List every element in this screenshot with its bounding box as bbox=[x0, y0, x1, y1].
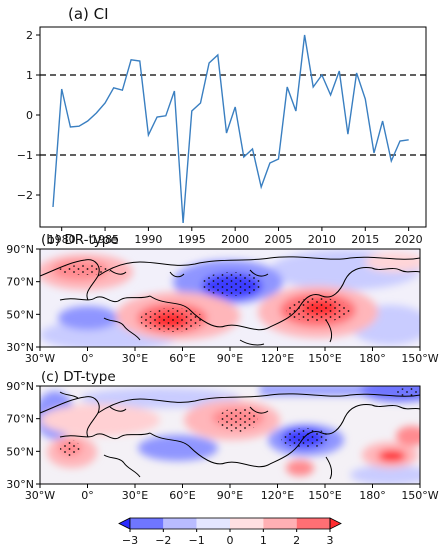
dt-type-lon-tick-label: 150°E bbox=[308, 489, 341, 502]
colorbar: −3 −2 −1 0 1 2 3 bbox=[118, 517, 342, 547]
dr-type-panel: (b) DR-type bbox=[6, 232, 439, 365]
dt-type-lon-tick-label: 150°W bbox=[401, 489, 438, 502]
ci-reference-lines bbox=[40, 74, 426, 156]
ci-x-tick-label: 2000 bbox=[221, 233, 249, 246]
dt-type-lon-tick-label: 0° bbox=[81, 489, 94, 502]
dt-type-lat-tick-label: 30°N bbox=[6, 478, 34, 491]
dt-type-lat-tick-label: 70°N bbox=[6, 413, 34, 426]
dr-type-lon-tick-label: 30°W bbox=[25, 352, 55, 365]
colorbar-tick-label: −3 bbox=[122, 534, 138, 547]
colorbar-segment bbox=[130, 518, 164, 529]
dr-type-lon-tick-label: 30°E bbox=[122, 352, 148, 365]
colorbar-high-extend bbox=[329, 517, 342, 530]
dr-type-map bbox=[40, 249, 420, 347]
dr-type-lon-tick-label: 180° bbox=[359, 352, 386, 365]
colorbar-segment bbox=[296, 518, 330, 529]
ci-y-tick-label: −1 bbox=[17, 149, 33, 162]
dt-type-lon-tick-label: 60°E bbox=[169, 489, 195, 502]
dt-type-lat-tick-label: 90°N bbox=[6, 380, 34, 393]
dr-type-title: (b) DR-type bbox=[41, 232, 119, 248]
ci-series bbox=[52, 34, 409, 224]
dt-type-lon-tick-label: 120°E bbox=[261, 489, 294, 502]
colorbar-tick-label: 3 bbox=[327, 534, 334, 547]
colorbar-tick-label: −2 bbox=[155, 534, 171, 547]
ci-x-tick-label: 2015 bbox=[351, 233, 379, 246]
ci-plot-frame bbox=[39, 26, 427, 228]
ci-x-tick-label: 1980 bbox=[48, 233, 76, 246]
ci-series-line bbox=[52, 34, 409, 224]
colorbar-segment bbox=[230, 518, 264, 529]
dt-type-map bbox=[40, 386, 420, 484]
ci-x-tick-label: 1995 bbox=[178, 233, 206, 246]
dt-type-lon-tick-label: 30°W bbox=[25, 489, 55, 502]
ci-title: (a) CI bbox=[68, 5, 109, 23]
ci-x-axis: 1980 1985 1990 1995 2000 2005 2010 2015 2020 bbox=[48, 227, 423, 246]
dt-type-lat-tick-label: 50°N bbox=[6, 445, 34, 458]
ci-y-tick-label: 0 bbox=[26, 109, 33, 122]
dr-type-lat-tick-label: 70°N bbox=[6, 276, 34, 289]
colorbar-segment bbox=[196, 518, 230, 529]
ci-y-tick-label: 2 bbox=[26, 29, 33, 42]
dr-type-lon-tick-label: 0° bbox=[81, 352, 94, 365]
dt-type-lon-tick-label: 90°E bbox=[217, 489, 243, 502]
dr-type-lon-tick-label: 150°E bbox=[308, 352, 341, 365]
colorbar-tick-label: 2 bbox=[293, 534, 300, 547]
dr-type-lon-tick-label: 60°E bbox=[169, 352, 195, 365]
dt-type-panel: (c) DT-type bbox=[6, 369, 439, 502]
colorbar-segment bbox=[163, 518, 197, 529]
dr-type-lat-tick-label: 90°N bbox=[6, 243, 34, 256]
dr-type-lon-axis: 30°W 0° 30°E 60°E 90°E 120°E 150°E 180° 150°W bbox=[25, 347, 439, 365]
ci-y-axis: −2 −1 0 1 2 bbox=[17, 29, 40, 202]
dr-type-lat-tick-label: 30°N bbox=[6, 341, 34, 354]
ci-x-tick-label: 2020 bbox=[395, 233, 423, 246]
ci-x-tick-label: 1985 bbox=[91, 233, 119, 246]
colorbar-tick-label: 1 bbox=[260, 534, 267, 547]
dr-type-lon-tick-label: 90°E bbox=[217, 352, 243, 365]
dr-type-lat-tick-label: 50°N bbox=[6, 308, 34, 321]
dt-type-lon-tick-label: 30°E bbox=[122, 489, 148, 502]
colorbar-tick-label: 0 bbox=[227, 534, 234, 547]
dt-type-title: (c) DT-type bbox=[41, 369, 116, 385]
colorbar-segment bbox=[263, 518, 297, 529]
ci-y-tick-label: −2 bbox=[17, 189, 33, 202]
dt-type-lon-tick-label: 180° bbox=[359, 489, 386, 502]
dr-type-lon-tick-label: 150°W bbox=[401, 352, 438, 365]
colorbar-low-extend bbox=[118, 517, 131, 530]
ci-x-tick-label: 2005 bbox=[265, 233, 293, 246]
ci-x-tick-label: 1990 bbox=[134, 233, 162, 246]
colorbar-tick-label: −1 bbox=[189, 534, 205, 547]
dt-type-lon-axis: 30°W 0° 30°E 60°E 90°E 120°E 150°E 180° 150°W bbox=[25, 484, 439, 502]
ci-panel: (a) CI −2 −1 0 1 2 1980 1985 1990 1995 2000 2005 2… bbox=[17, 5, 427, 246]
dr-type-lat-axis: 90°N 70°N 50°N 30°N bbox=[6, 243, 40, 354]
ci-y-tick-label: 1 bbox=[26, 69, 33, 82]
ci-x-tick-label: 2010 bbox=[308, 233, 336, 246]
dt-type-lat-axis: 90°N 70°N 50°N 30°N bbox=[6, 380, 40, 491]
dr-type-lon-tick-label: 120°E bbox=[261, 352, 294, 365]
